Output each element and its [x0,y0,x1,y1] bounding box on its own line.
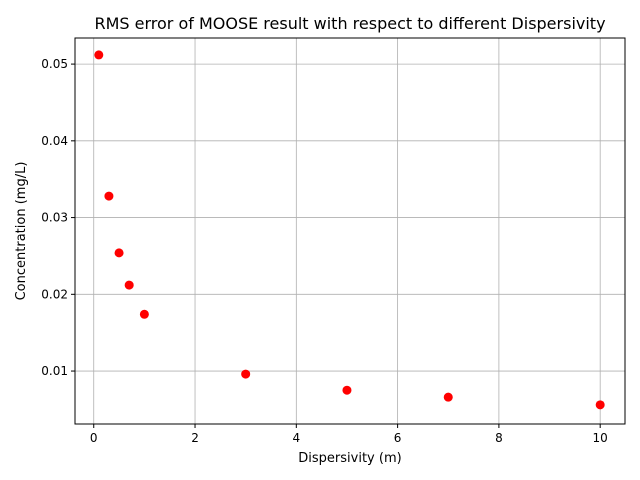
x-tick-label: 6 [394,431,402,445]
y-axis-label: Concentration (mg/L) [14,162,29,301]
y-tick-label: 0.01 [41,364,68,378]
x-tick-label: 2 [191,431,199,445]
data-point [595,400,605,410]
data-point [342,385,352,395]
grid [75,38,625,424]
y-tick-label: 0.03 [41,211,68,225]
x-tick-label: 4 [292,431,300,445]
data-point [241,369,251,379]
data-point [139,309,149,319]
plot-area-frame [74,37,626,425]
data-point [104,191,114,201]
y-tick-label: 0.05 [41,57,68,71]
y-tick-label: 0.04 [41,134,68,148]
x-tick-label: 8 [495,431,503,445]
x-tick-label: 10 [593,431,608,445]
data-points [94,50,605,410]
x-tick-label: 0 [90,431,98,445]
x-axis-ticks: 0 2 4 6 8 10 [90,424,608,445]
x-axis-label: Dispersivity (m) [298,451,401,466]
data-point [124,280,134,290]
data-point [114,248,124,258]
data-point [94,50,104,60]
chart-title: RMS error of MOOSE result with respect t… [94,14,605,33]
data-point [443,392,453,402]
y-tick-label: 0.02 [41,287,68,301]
y-axis-ticks: 0.01 0.02 0.03 0.04 0.05 [41,57,75,378]
